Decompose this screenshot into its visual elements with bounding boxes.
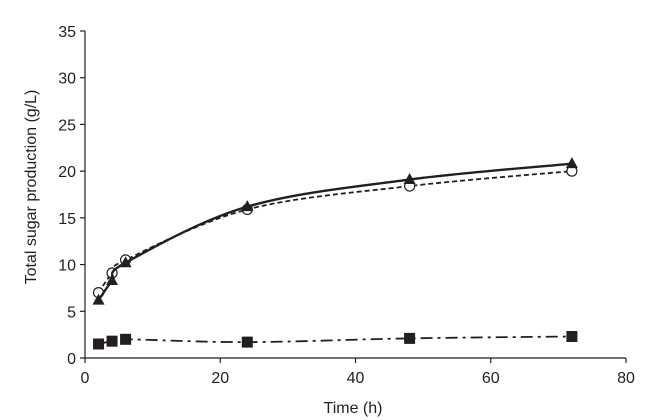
y-tick-label: 0 bbox=[67, 351, 76, 368]
y-tick-label: 25 bbox=[58, 117, 76, 134]
y-tick-label: 15 bbox=[58, 211, 76, 228]
series-2 bbox=[93, 331, 578, 350]
data-point bbox=[92, 293, 105, 305]
y-axis-title: Total sugar production (g/L) bbox=[23, 90, 40, 285]
series-layer bbox=[92, 157, 578, 350]
data-point bbox=[404, 332, 416, 344]
data-point bbox=[106, 273, 119, 285]
data-point bbox=[566, 331, 578, 343]
data-point bbox=[120, 333, 132, 345]
data-point bbox=[565, 157, 578, 169]
series-line bbox=[98, 335, 572, 345]
x-tick-label: 60 bbox=[482, 370, 500, 387]
data-point bbox=[241, 336, 253, 348]
data-point bbox=[241, 200, 254, 212]
axes bbox=[84, 31, 626, 359]
y-tick-label: 30 bbox=[58, 71, 76, 88]
data-point bbox=[93, 338, 105, 350]
y-tick-label: 10 bbox=[58, 258, 76, 275]
series-line bbox=[97, 170, 572, 294]
x-tick-label: 0 bbox=[81, 370, 90, 387]
x-tick-label: 20 bbox=[211, 370, 229, 387]
x-axis-title: Time (h) bbox=[324, 400, 383, 417]
data-point bbox=[403, 173, 416, 185]
x-tick-label: 40 bbox=[347, 370, 365, 387]
y-tick-label: 5 bbox=[67, 304, 76, 321]
x-tick-label: 80 bbox=[617, 370, 635, 387]
ticks: 0 5 10 15 20 25 30 35 0 20 40 60 80 bbox=[58, 24, 635, 387]
series-1 bbox=[92, 157, 578, 305]
y-tick-label: 35 bbox=[58, 24, 76, 41]
series-line bbox=[97, 162, 573, 301]
y-tick-label: 20 bbox=[58, 164, 76, 181]
data-point bbox=[106, 335, 118, 347]
data-point bbox=[119, 256, 132, 268]
series-0 bbox=[92, 165, 578, 299]
